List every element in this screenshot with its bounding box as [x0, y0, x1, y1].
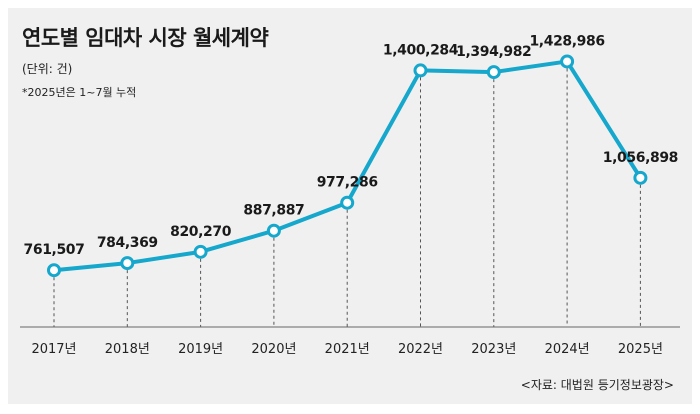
data-point: [413, 63, 428, 78]
data-label: 887,887: [243, 203, 304, 219]
data-point: [47, 263, 61, 278]
data-point: [633, 170, 648, 185]
data-label: 1,394,982: [456, 44, 531, 60]
unit-note: (단위: 건): [22, 62, 73, 76]
data-labels: 761,507 784,369 820,270 887,887 977,286 1,400…: [24, 33, 679, 258]
data-label: 1,056,898: [603, 150, 678, 166]
data-point: [486, 65, 501, 80]
data-point: [193, 244, 208, 259]
x-tick-label: 2024년: [545, 342, 590, 357]
x-tick-label: 2025년: [618, 342, 663, 357]
data-label: 761,507: [24, 242, 85, 258]
footnote: *2025년은 1~7월 누적: [22, 86, 137, 99]
data-markers: [47, 54, 648, 278]
x-tick-label: 2021년: [325, 342, 370, 357]
x-tick-label: 2022년: [398, 342, 443, 357]
x-tick-labels: 2017년 2018년 2019년 2020년 2021년 2022년 2023년 2024년…: [31, 342, 662, 357]
x-tick-label: 2019년: [178, 342, 223, 357]
source-note: <자료: 대법원 등기정보광장>: [520, 378, 674, 392]
x-tick-label: 2020년: [251, 342, 296, 357]
data-label: 1,400,284: [383, 42, 459, 58]
x-tick-label: 2018년: [105, 342, 150, 357]
data-point: [340, 195, 355, 210]
data-label: 977,286: [317, 175, 378, 191]
guide-lines: [53, 68, 641, 327]
data-label: 1,428,986: [529, 33, 604, 49]
data-point: [120, 256, 135, 271]
data-label: 784,369: [97, 235, 158, 251]
data-point: [560, 54, 575, 69]
data-point: [266, 223, 281, 238]
x-tick-label: 2023년: [471, 342, 516, 357]
x-tick-label: 2017년: [31, 342, 76, 357]
data-label: 820,270: [170, 224, 232, 240]
chart-title: 연도별 임대차 시장 월세계약: [22, 26, 269, 50]
